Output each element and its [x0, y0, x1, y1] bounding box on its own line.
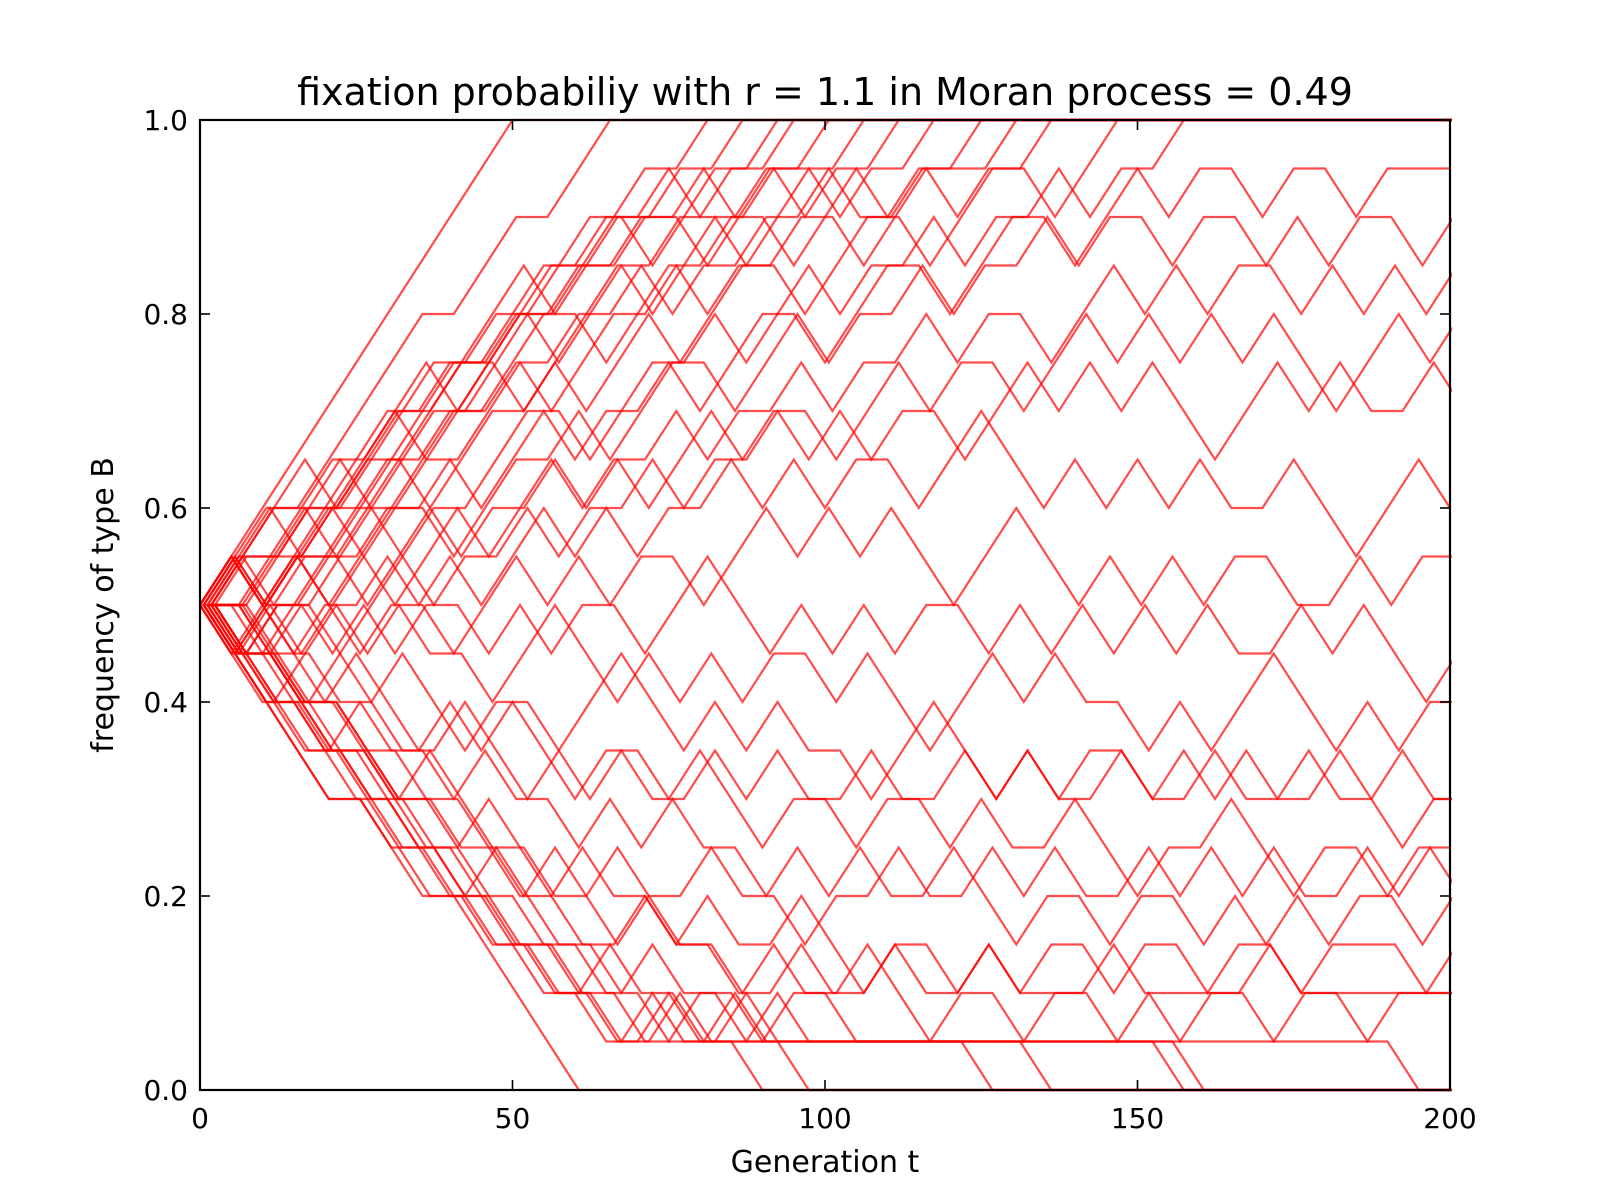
series-line-24 [210, 602, 1452, 753]
y-tick-label: 0.0 [143, 1074, 188, 1107]
y-axis: 0.0 0.2 0.4 0.6 0.8 1.0 [143, 104, 1450, 1107]
series-line-19 [210, 311, 1452, 608]
x-tick-label: 100 [798, 1102, 851, 1135]
x-tick-label: 50 [495, 1102, 531, 1135]
y-tick-label: 0.8 [143, 298, 188, 331]
series-line-18 [206, 263, 1452, 656]
x-axis-title: Generation t [731, 1145, 920, 1180]
y-axis-title: frequency of type B [86, 457, 121, 753]
series-line-17 [202, 214, 1452, 608]
x-axis: 0 50 100 150 200 [191, 120, 1477, 1135]
series-line-20 [214, 360, 1452, 656]
series-line-39 [210, 604, 1452, 947]
series-line-40 [215, 603, 1452, 802]
y-tick-label: 0.4 [143, 686, 188, 719]
series-line-38 [207, 603, 1452, 995]
series-line-21 [199, 408, 1451, 656]
series-line-36 [199, 604, 1450, 1092]
series-line-23 [207, 554, 1452, 705]
y-tick-label: 0.6 [143, 492, 188, 525]
y-tick-label: 1.0 [143, 104, 188, 137]
series-line-22 [202, 505, 1452, 656]
chart-title: fixation probabiliy with r = 1.1 in Mora… [297, 70, 1353, 114]
series-line-25 [214, 604, 1452, 850]
x-tick-label: 150 [1111, 1102, 1164, 1135]
x-tick-label: 0 [191, 1102, 209, 1135]
y-tick-label: 0.2 [143, 880, 188, 913]
x-tick-label: 200 [1423, 1102, 1476, 1135]
